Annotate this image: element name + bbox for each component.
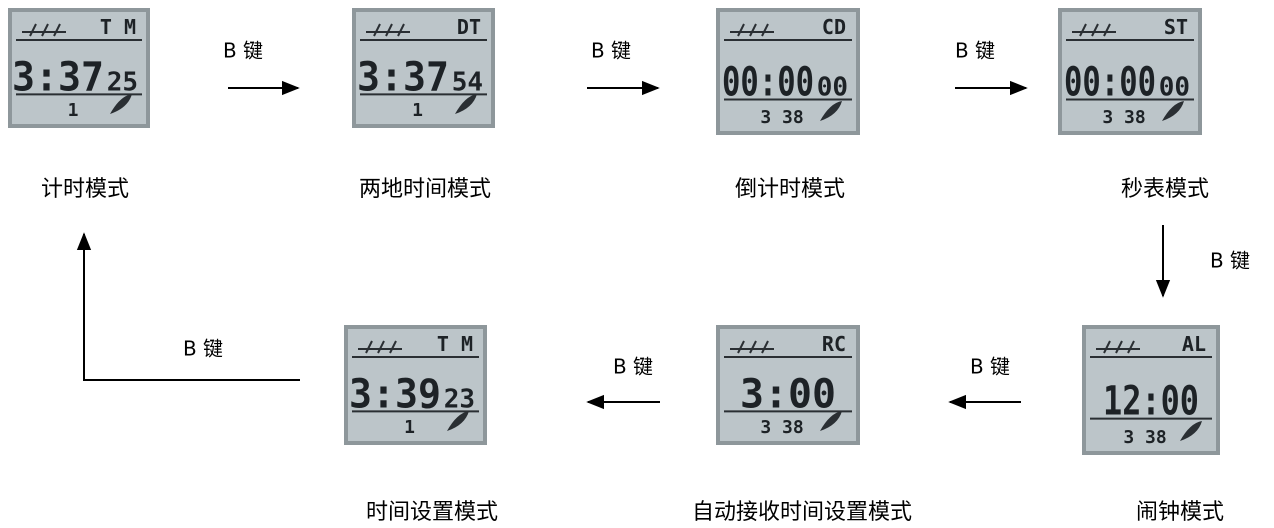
mode-label: 两地时间模式 xyxy=(359,177,491,202)
lcd-icon xyxy=(820,101,842,121)
lcd-segments xyxy=(730,340,774,354)
lcd-panel: RC 3:003 38 xyxy=(716,325,860,445)
mode-label: 秒表模式 xyxy=(1121,177,1209,202)
lcd-icon xyxy=(820,411,842,431)
lcd-panel: ST 00:00 00 3 38 xyxy=(1058,8,1202,135)
lcd-bottom: 1 xyxy=(412,100,423,121)
lcd-mode: T M xyxy=(100,15,136,39)
lcd-segments xyxy=(1096,340,1140,354)
lcd-mode: AL xyxy=(1182,332,1206,356)
lcd-seconds: 54 xyxy=(452,67,483,97)
lcd-bottom: 1 xyxy=(68,100,79,121)
lcd-mode: T M xyxy=(437,332,473,356)
lcd-mode: RC xyxy=(822,332,846,356)
lcd-segments xyxy=(358,340,402,354)
lcd-segments xyxy=(730,23,774,37)
mode-label: 时间设置模式 xyxy=(366,500,498,525)
lcd-segments xyxy=(1072,23,1116,37)
mode-label: 倒计时模式 xyxy=(735,177,845,202)
lcd-mode: DT xyxy=(457,15,481,39)
lcd-bottom: 3 38 xyxy=(1102,107,1145,128)
arrow xyxy=(76,232,300,381)
lcd-time: 12:00 xyxy=(1103,379,1199,425)
lcd-time: 00:00 xyxy=(1064,59,1156,105)
lcd-seconds: 00 xyxy=(817,72,848,102)
lcd-seconds: 00 xyxy=(1159,72,1190,102)
lcd-icon xyxy=(1180,421,1202,441)
mode-label: 闹钟模式 xyxy=(1136,500,1224,525)
lcd-seconds: 23 xyxy=(444,384,475,414)
lcd-panel: CD 00:00 00 3 38 xyxy=(716,8,860,135)
key-label: B 键 xyxy=(970,355,1010,379)
lcd-segments xyxy=(22,23,66,37)
lcd-panel: T M 3:39 23 1 xyxy=(344,325,487,445)
lcd-bottom: 3 38 xyxy=(760,107,803,128)
lcd-time: 3:37 xyxy=(12,54,104,100)
lcd-time: 3:39 xyxy=(349,371,441,417)
key-label: B 键 xyxy=(591,39,631,63)
lcd-icon xyxy=(1162,101,1184,121)
lcd-bottom: 3 38 xyxy=(1123,427,1166,448)
key-label: B 键 xyxy=(955,39,995,63)
lcd-bottom: 3 38 xyxy=(760,417,803,438)
lcd-icon xyxy=(447,411,469,431)
lcd-time: 00:00 xyxy=(722,59,814,105)
lcd-seconds: 25 xyxy=(107,67,138,97)
lcd-mode: ST xyxy=(1164,15,1188,39)
key-label: B 键 xyxy=(223,39,263,63)
lcd-segments xyxy=(366,23,410,37)
lcd-icon xyxy=(110,94,132,114)
lcd-panel: T M 3:37 25 1 xyxy=(8,8,150,128)
key-label: B 键 xyxy=(183,337,223,361)
lcd-time: 3:00 xyxy=(740,371,836,417)
lcd-panel: DT 3:37 54 1 xyxy=(352,8,495,128)
key-label: B 键 xyxy=(613,355,653,379)
lcd-bottom: 1 xyxy=(404,417,415,438)
mode-label: 计时模式 xyxy=(41,177,129,202)
lcd-panel: AL 12:003 38 xyxy=(1082,325,1220,455)
key-label: B 键 xyxy=(1210,249,1250,273)
lcd-icon xyxy=(455,94,477,114)
mode-label: 自动接收时间设置模式 xyxy=(692,500,912,525)
lcd-mode: CD xyxy=(822,15,846,39)
lcd-time: 3:37 xyxy=(357,54,449,100)
